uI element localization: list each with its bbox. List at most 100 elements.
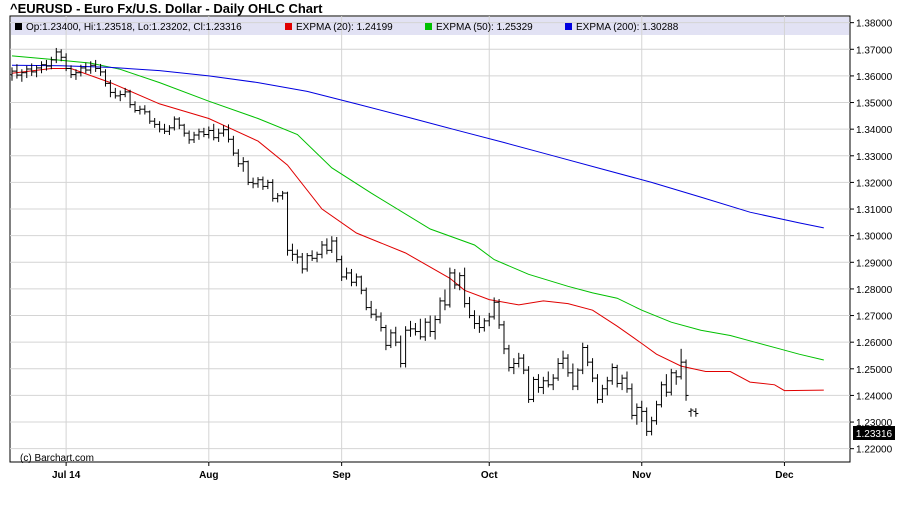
x-tick-label: Dec <box>775 470 794 481</box>
ohlc-bar <box>334 237 340 263</box>
x-tick-label: Oct <box>481 470 498 481</box>
ohlc-bar <box>324 238 330 255</box>
ohlc-bar <box>427 315 433 337</box>
ohlc-bar <box>644 407 650 436</box>
ohlc-bar <box>102 69 108 87</box>
ohlc-bar <box>526 366 532 403</box>
ohlc-bar <box>319 240 325 259</box>
y-tick-label: 1.26000 <box>856 338 893 349</box>
chart-title: ^EURUSD - Euro Fx/U.S. Dollar - Daily OH… <box>10 1 323 16</box>
ohlc-bar <box>531 376 537 403</box>
ohlc-bar <box>604 376 610 396</box>
ohlc-bar <box>673 370 679 385</box>
ohlc-bar <box>93 59 99 72</box>
ohlc-bar <box>230 135 236 156</box>
legend-swatch <box>425 23 432 30</box>
plot-area <box>9 15 851 463</box>
ohlc-bar <box>403 326 409 368</box>
ohlc-bar <box>412 323 418 336</box>
ohlc-bar <box>29 63 35 76</box>
ohlc-bar <box>221 125 227 137</box>
ohlc-bar <box>609 363 615 385</box>
ohlc-bar <box>432 315 438 340</box>
ohlc-bar <box>152 117 158 128</box>
ohlc-bar <box>88 61 94 74</box>
ohlc-bar <box>304 252 310 272</box>
ohlc-bar <box>437 297 443 324</box>
ohlc-bar <box>122 87 128 98</box>
ohlc-bar <box>43 59 49 71</box>
ohlc-bar <box>196 128 202 140</box>
y-tick-label: 1.27000 <box>856 312 893 323</box>
ohlc-bar <box>501 320 507 355</box>
y-axis: 1.22000 1.23000 1.24000 1.25000 1.26000 1.270… <box>850 19 893 456</box>
ohlc-bar <box>663 374 669 397</box>
ohlc-bar <box>585 344 591 367</box>
ohlc-bar <box>98 63 104 76</box>
ohlc-bar <box>314 251 320 263</box>
ohlc-bar <box>511 358 517 375</box>
ohlc-bar <box>599 384 605 403</box>
ohlc-bar <box>668 368 674 396</box>
ohlc-bar <box>476 315 482 333</box>
ohlc-bar <box>309 250 315 261</box>
ohlc-bar <box>260 176 266 190</box>
ohlc-bar <box>550 374 556 391</box>
ohlc-bar <box>506 344 512 372</box>
ohlc-bar <box>339 255 345 281</box>
ohlc-bar <box>83 62 89 74</box>
y-tick-label: 1.31000 <box>856 205 893 216</box>
ohlc-bar <box>393 326 399 347</box>
ohlc-bar <box>639 400 645 423</box>
ohlc-bar <box>53 47 59 64</box>
y-tick-label: 1.35000 <box>856 99 893 110</box>
ohlc-bar <box>344 267 350 280</box>
ohlc-bar <box>211 123 217 141</box>
ohlc-bar <box>329 236 335 253</box>
ohlc-bar <box>575 368 581 391</box>
y-tick-label: 1.38000 <box>856 19 893 30</box>
x-tick-label: Nov <box>632 470 651 481</box>
ohlc-bar <box>580 342 586 375</box>
ohlc-bar <box>9 67 15 81</box>
legend-swatch <box>565 23 572 30</box>
ohlc-bar <box>250 177 256 189</box>
y-tick-label: 1.34000 <box>856 125 893 136</box>
ohlc-bar <box>294 249 300 264</box>
ohlc-bar <box>78 64 84 77</box>
ohlc-bar <box>408 320 414 337</box>
ohlc-bar <box>452 268 458 289</box>
ohlc-bar <box>614 364 620 388</box>
ohlc-bar <box>235 149 241 167</box>
ohlc-bar <box>289 243 295 261</box>
y-tick-label: 1.33000 <box>856 152 893 163</box>
ohlc-bar <box>649 416 655 436</box>
x-tick-label: Jul 14 <box>52 470 81 481</box>
ohlc-bar <box>137 105 143 115</box>
ohlc-bar <box>540 376 546 395</box>
ohlc-bar <box>24 65 30 79</box>
ohlc-bar <box>688 408 694 417</box>
ohlc-bar <box>516 352 522 368</box>
ohlc-bar <box>171 116 177 131</box>
x-tick-label: Aug <box>199 470 218 481</box>
legend-entry: EXPMA (50): 1.25329 <box>436 22 533 33</box>
ohlc-bar <box>467 296 473 319</box>
ohlc-bar <box>19 69 25 82</box>
legend-swatch <box>15 23 22 30</box>
ohlc-bar <box>48 56 54 70</box>
legend-entry: Op:1.23400, Hi:1.23518, Lo:1.23202, Cl:1… <box>26 22 242 33</box>
ohlc-bar <box>127 89 133 108</box>
y-tick-label: 1.22000 <box>856 445 893 456</box>
ohlc-bar <box>147 110 153 124</box>
ohlc-bar <box>186 130 192 144</box>
ohlc-bar <box>255 177 261 188</box>
ohlc-bar <box>285 191 291 256</box>
ohlc-bar <box>358 275 364 295</box>
ohlc-bar <box>683 359 689 401</box>
y-tick-label: 1.37000 <box>856 45 893 56</box>
ohlc-bar <box>107 79 113 98</box>
ohlc-bar <box>545 371 551 388</box>
ohlc-bar <box>166 125 172 136</box>
ohlc-bar <box>570 363 576 391</box>
